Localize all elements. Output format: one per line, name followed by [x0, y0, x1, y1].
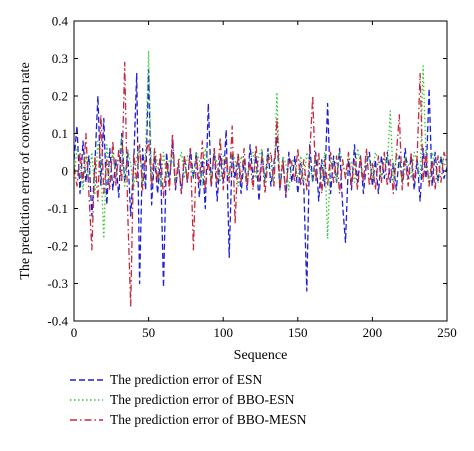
legend: The prediction error of ESN The predictio… — [70, 372, 307, 427]
y-tick-label: -0.2 — [47, 239, 68, 254]
series-line-3 — [73, 61, 448, 307]
y-tick-label: 0.2 — [52, 89, 68, 104]
series-layer — [73, 50, 448, 307]
series-line-2 — [73, 50, 448, 240]
x-axis-title: Sequence — [234, 348, 288, 363]
y-tick-label: 0.4 — [52, 14, 69, 29]
y-tick-label: 0.3 — [52, 51, 68, 66]
y-tick-label: -0.3 — [47, 276, 68, 291]
tick-marks — [73, 20, 448, 322]
y-axis-title: The prediction error of conversion rate — [18, 62, 33, 279]
legend-label-1: The prediction error of ESN — [110, 372, 262, 387]
legend-label-2: The prediction error of BBO-ESN — [110, 392, 295, 407]
legend-label-3: The prediction error of BBO-MESN — [110, 412, 307, 427]
x-tick-label: 150 — [288, 325, 308, 340]
x-tick-label: 250 — [437, 325, 457, 340]
x-tick-label: 50 — [142, 325, 155, 340]
y-tick-label: -0.4 — [47, 314, 68, 329]
x-tick-label: 200 — [363, 325, 383, 340]
y-tick-label: 0 — [62, 164, 69, 179]
y-tick-label: 0.1 — [52, 126, 68, 141]
x-tick-label: 0 — [71, 325, 78, 340]
series-line-1 — [73, 69, 448, 292]
y-tick-label: -0.1 — [47, 201, 68, 216]
tick-labels: 0 50 100 150 200 250 -0.4 -0.3 -0.2 -0.1 0 0.1 0.2 0.… — [47, 14, 456, 341]
x-tick-label: 100 — [213, 325, 233, 340]
